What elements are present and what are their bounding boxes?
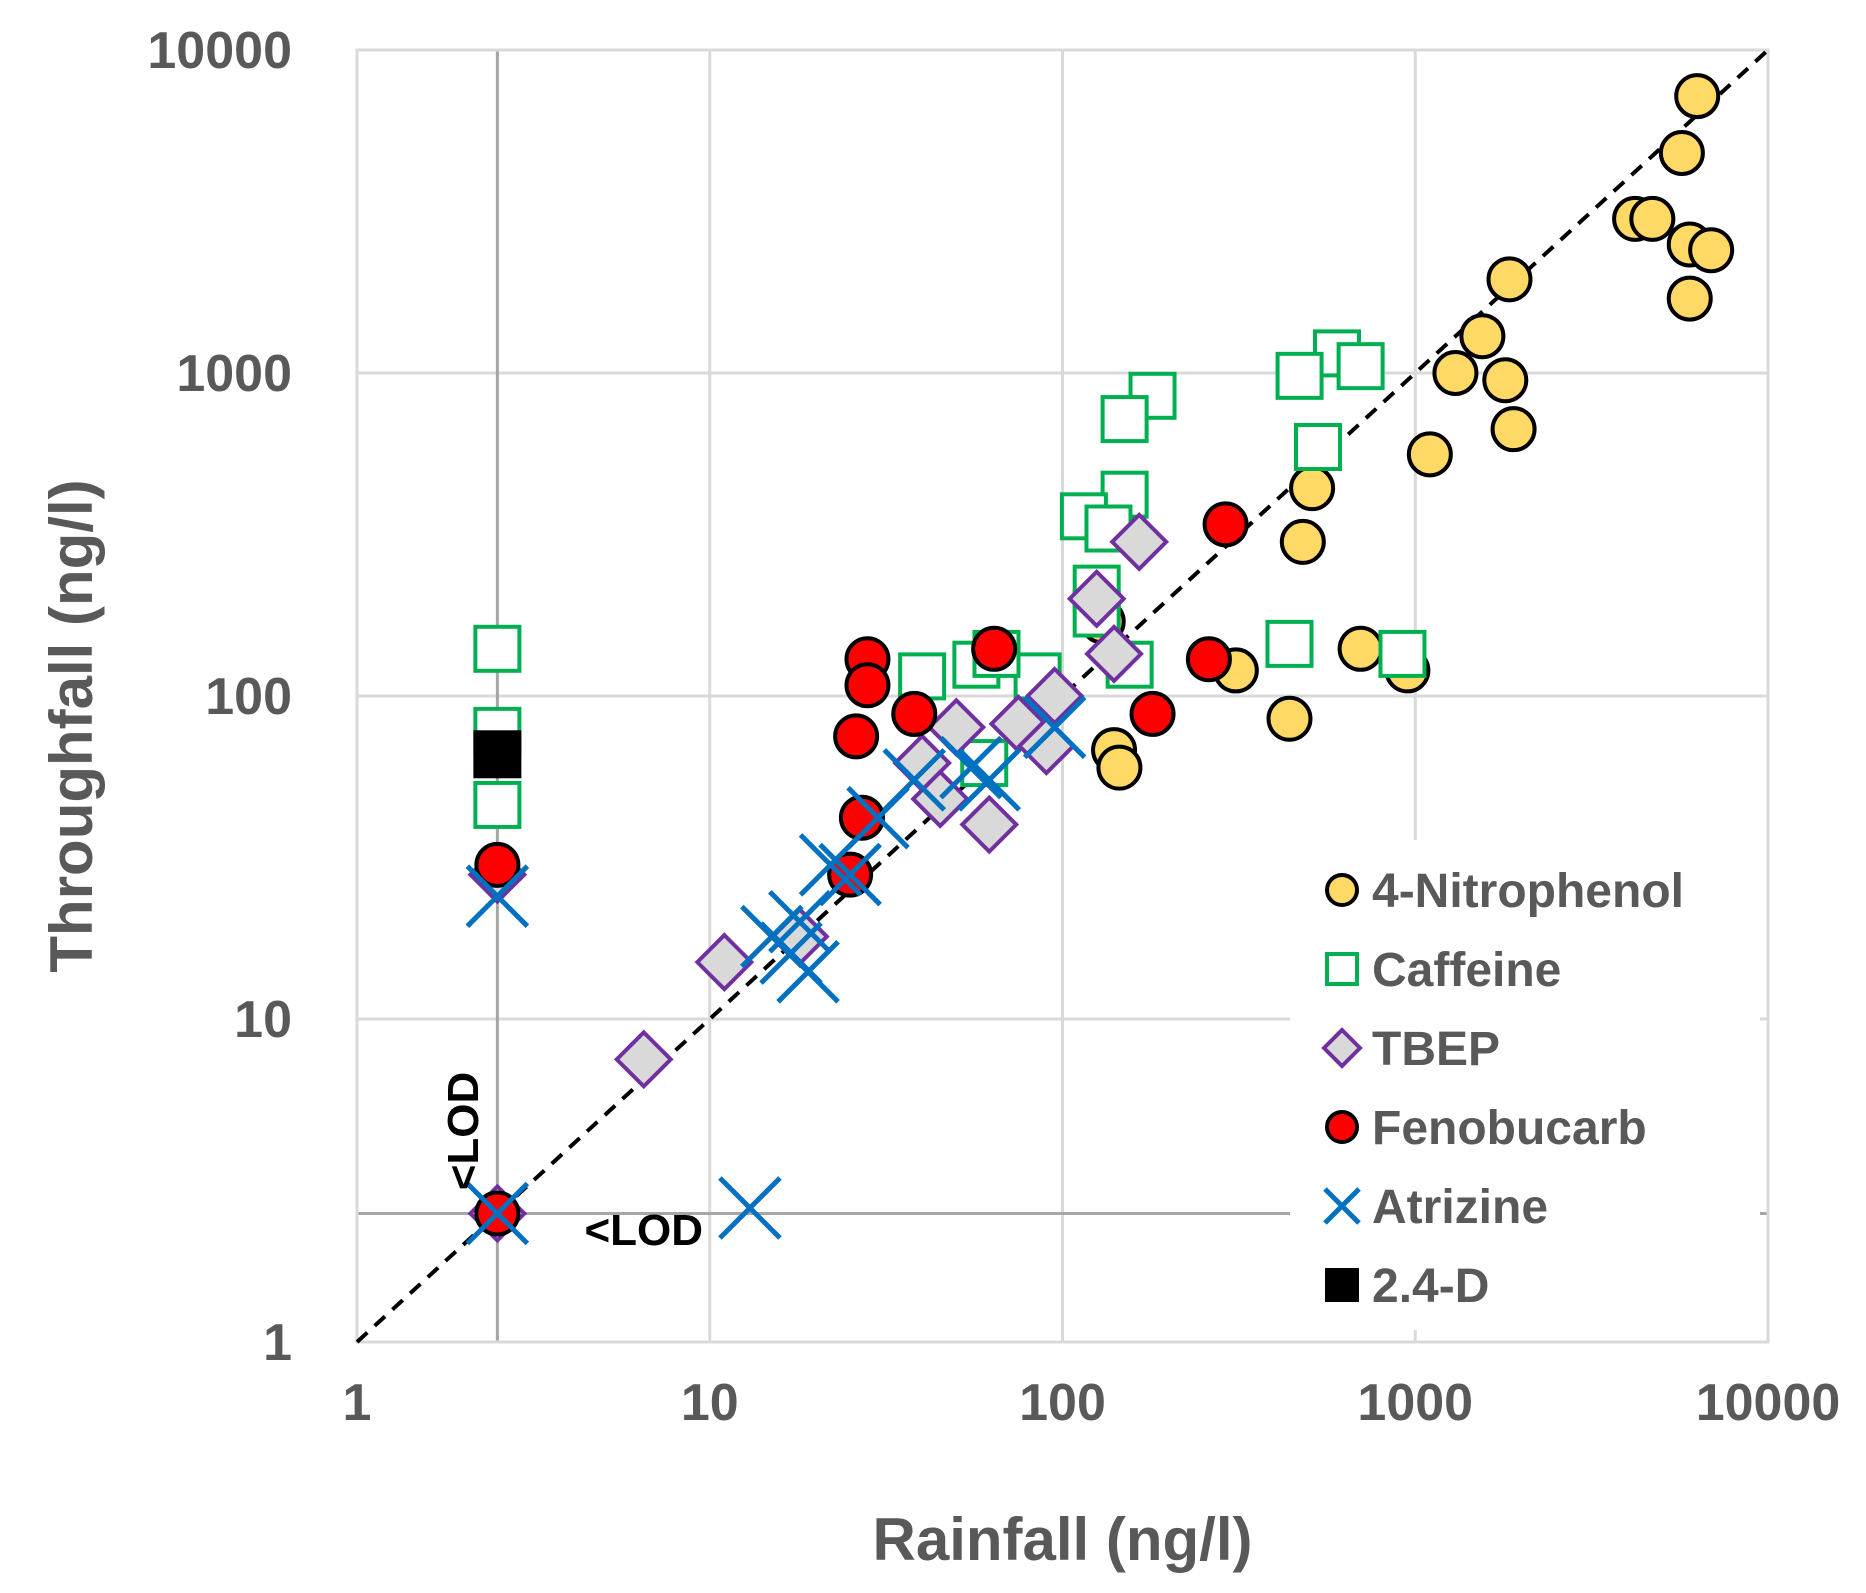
plot-frame	[355, 48, 1770, 1344]
legend-label: TBEP	[1372, 1023, 1500, 1076]
data-point	[1185, 636, 1232, 683]
data-point	[1486, 256, 1533, 303]
legend-label: 4-Nitrophenol	[1372, 865, 1684, 918]
data-point	[1066, 568, 1127, 629]
legend: 4-Nitrophenol Caffeine TBEP Fenobucarb Atriz…	[1290, 840, 1760, 1330]
lod-annotation: <LOD	[584, 1206, 703, 1255]
data-point	[694, 932, 755, 992]
data-point	[838, 794, 885, 841]
legend-marker	[1321, 1027, 1363, 1069]
data-point	[473, 730, 522, 779]
data-point	[1129, 690, 1176, 737]
data-point	[957, 748, 1022, 812]
x-tick-label: 10	[681, 1374, 739, 1432]
legend-background	[1290, 840, 1760, 1330]
data-point	[1275, 351, 1324, 400]
data-point	[1336, 342, 1385, 391]
legend-label: 2.4-D	[1372, 1260, 1489, 1313]
data-point	[1432, 350, 1479, 396]
data-point	[718, 1176, 782, 1240]
data-point	[1482, 357, 1529, 404]
data-point	[1202, 501, 1249, 548]
x-tick-label: 100	[1019, 1374, 1106, 1432]
data-point	[798, 833, 863, 897]
data-point	[465, 1181, 530, 1246]
data-point	[473, 624, 522, 673]
data-point	[1109, 512, 1170, 572]
data-point	[1084, 624, 1144, 684]
data-point	[1265, 619, 1314, 668]
series-4-nitrophenol	[1079, 73, 1735, 791]
legend-item: Fenobucarb	[1325, 1102, 1647, 1155]
series-atrizine	[465, 695, 1087, 1246]
data-point	[1658, 129, 1705, 176]
y-axis-title: Throughfall (ng/l)	[38, 479, 105, 972]
data-point	[1266, 695, 1313, 742]
x-tick-label: 1000	[1357, 1374, 1473, 1432]
x-tick-label: 1	[343, 1374, 372, 1432]
data-points	[465, 73, 1735, 1246]
data-point	[1406, 431, 1453, 478]
legend-marker	[1325, 952, 1359, 986]
data-point	[613, 1029, 674, 1090]
data-point	[1490, 406, 1537, 453]
data-point	[1337, 625, 1384, 672]
legend-item: Caffeine	[1325, 944, 1561, 997]
legend-marker	[1325, 873, 1359, 907]
series-2-4-d	[473, 730, 522, 779]
legend-label: Atrizine	[1372, 1181, 1548, 1234]
data-point	[1100, 395, 1149, 444]
y-tick-label: 100	[205, 668, 292, 726]
data-point	[1666, 275, 1713, 322]
data-point	[1289, 465, 1336, 512]
x-tick-label: 10000	[1696, 1374, 1841, 1432]
legend-item: 4-Nitrophenol	[1325, 865, 1684, 918]
legend-label: Fenobucarb	[1372, 1102, 1647, 1155]
data-point	[1674, 73, 1721, 120]
y-tick-label: 10000	[147, 22, 292, 80]
data-point	[833, 713, 880, 760]
data-point	[1459, 313, 1506, 360]
lod-annotations: <LOD <LOD	[439, 1072, 703, 1255]
x-axis-ticks: 1 10 100 1000 10000	[343, 1374, 1841, 1432]
legend-marker	[1325, 1110, 1359, 1144]
legend-marker	[1323, 1187, 1361, 1225]
legend-marker	[1325, 1268, 1359, 1302]
data-point	[1293, 423, 1342, 472]
data-point	[1629, 195, 1676, 242]
one-to-one-reference-line	[355, 48, 1770, 1344]
lod-annotation: <LOD	[439, 1072, 488, 1191]
data-point	[939, 735, 1003, 800]
data-point	[891, 690, 938, 737]
data-point	[971, 625, 1018, 672]
data-point	[474, 841, 521, 888]
series-caffeine	[473, 329, 1427, 829]
y-tick-label: 1	[263, 1314, 292, 1372]
data-point	[1022, 695, 1087, 760]
legend-label: Caffeine	[1372, 944, 1561, 997]
legend-item: 2.4-D	[1325, 1260, 1489, 1313]
data-point	[898, 652, 947, 701]
data-point	[740, 904, 804, 969]
data-point	[1096, 744, 1143, 791]
y-tick-label: 10	[234, 991, 292, 1049]
data-point	[473, 780, 522, 829]
legend-item: TBEP	[1321, 1023, 1500, 1076]
legend-item: Atrizine	[1323, 1181, 1548, 1234]
data-point	[1688, 227, 1735, 274]
y-axis-ticks: 1 10 100 1000 10000	[147, 22, 292, 1372]
data-point	[465, 864, 530, 928]
data-point	[1279, 518, 1326, 565]
data-point	[1378, 629, 1427, 678]
y-tick-label: 1000	[176, 345, 292, 403]
data-point	[844, 662, 891, 709]
data-point	[1024, 666, 1085, 726]
plot-border	[355, 48, 1770, 1344]
x-axis-title: Rainfall (ng/l)	[873, 1506, 1253, 1573]
data-point	[959, 794, 1020, 855]
